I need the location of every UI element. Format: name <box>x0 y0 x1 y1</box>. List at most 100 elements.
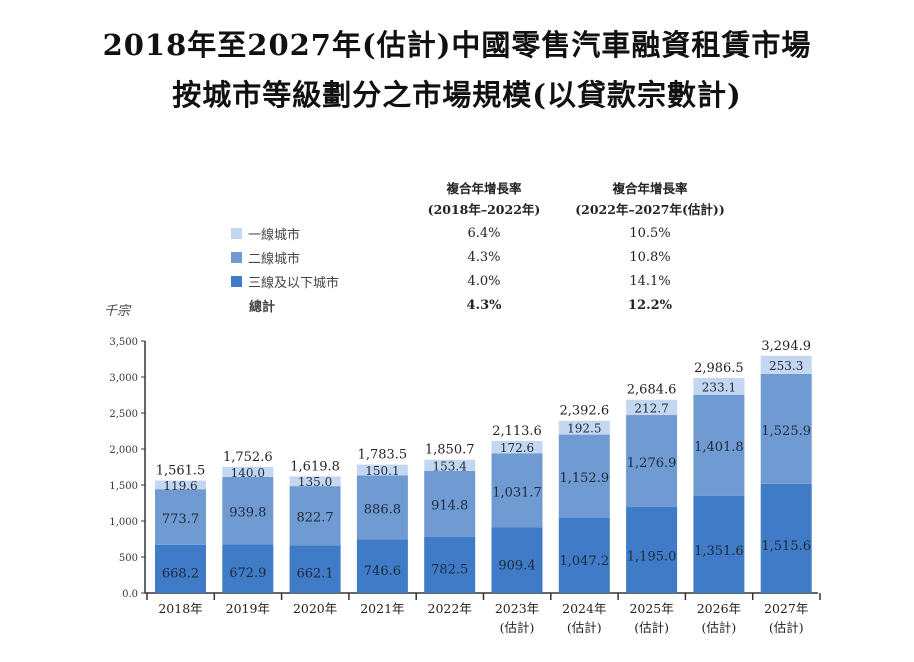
bar-total-label: 2,392.6 <box>559 404 609 419</box>
x-tick-label: 2021年 <box>360 601 404 616</box>
legend-label: 總計 <box>249 299 276 315</box>
x-tick-label: 2027年 <box>764 601 808 616</box>
cagr-value-v2: 12.2% <box>627 298 672 313</box>
bar-segment-label: 914.8 <box>431 499 468 514</box>
bar-segment-label: 172.6 <box>500 441 534 455</box>
bar-total-label: 1,561.5 <box>156 464 206 479</box>
x-tick-sublabel: (估計) <box>567 620 602 635</box>
x-tick-sublabel: (估計) <box>634 620 669 635</box>
y-tick-label: 2,000 <box>109 445 138 456</box>
bar-segment-label: 192.5 <box>567 422 601 436</box>
bar-segment <box>760 374 812 484</box>
bar-segment-label: 822.7 <box>296 511 333 526</box>
x-tick-sublabel: (估計) <box>702 620 737 635</box>
cagr-header-1: 複合年增長率 (2018年–2022年) <box>384 178 584 220</box>
bar-segment-label: 1,031.7 <box>492 485 542 500</box>
bar-segment-label: 773.7 <box>162 512 199 527</box>
legend-swatch <box>231 251 242 263</box>
cagr-header-2: 複合年增長率 (2022年–2027年(估計)) <box>550 178 750 220</box>
bar-segment <box>155 489 206 545</box>
x-tick-label: 2026年 <box>697 601 741 616</box>
bar-segment-label: 1,152.9 <box>559 471 609 486</box>
cagr-value-v1: 4.3% <box>467 250 501 265</box>
bar-segment-label: 119.6 <box>163 479 197 493</box>
cagr-header-1-line1: 複合年增長率 <box>446 181 522 196</box>
bar-segment <box>424 470 476 537</box>
bar-segment-label: 1,401.8 <box>694 440 744 455</box>
bar-segment-label: 233.1 <box>702 380 736 394</box>
bar-segment <box>760 483 812 593</box>
bar-segment-label: 662.1 <box>296 567 333 582</box>
bar-segment <box>289 486 341 546</box>
x-tick-label: 2020年 <box>293 601 337 616</box>
bar-segment <box>760 355 812 375</box>
bar-segment <box>424 459 476 471</box>
bar-segment <box>155 544 206 593</box>
bar-segment <box>289 545 341 593</box>
bar-total-label: 2,113.6 <box>492 424 542 439</box>
cagr-header-1-line2: (2018年–2022年) <box>427 202 541 217</box>
legend-label: 二線城市 <box>248 251 301 267</box>
legend-total-label: 總計 <box>249 295 275 315</box>
cagr-value-v1: 4.3% <box>466 298 502 313</box>
cagr-value-v2: 10.5% <box>629 226 671 241</box>
bar-segment <box>626 415 678 507</box>
bar-segment-label: 1,351.6 <box>694 544 744 559</box>
bar-segment <box>491 453 543 528</box>
bar-segment <box>491 527 543 593</box>
bar-segment-label: 1,276.9 <box>627 456 677 471</box>
bar-segment-label: 939.8 <box>229 506 266 521</box>
bar-segment <box>356 475 408 540</box>
y-tick-label: 0.0 <box>122 589 138 600</box>
bar-segment <box>558 420 610 435</box>
y-tick-label: 1,000 <box>109 517 138 528</box>
legend-item: 二線城市 <box>231 247 300 267</box>
bar-segment <box>356 539 408 593</box>
bar-segment <box>693 495 745 593</box>
bar-segment <box>558 434 610 518</box>
bar-segment-label: 253.3 <box>769 359 803 373</box>
cagr-value-v1: 6.4% <box>467 226 501 241</box>
bar-segment <box>222 466 274 477</box>
bar-segment-label: 672.9 <box>229 566 266 581</box>
x-tick-sublabel: (估計) <box>500 620 535 635</box>
bar-segment-label: 1,195.0 <box>627 549 677 564</box>
bar-segment <box>222 476 274 545</box>
x-tick-label: 2018年 <box>158 601 202 616</box>
x-tick-label: 2025年 <box>629 601 673 616</box>
y-tick-label: 3,500 <box>109 337 138 348</box>
legend-swatch <box>231 227 242 239</box>
bar-total-label: 3,294.9 <box>761 339 811 354</box>
x-tick-sublabel: (估計) <box>769 620 804 635</box>
legend-item: 三線及以下城市 <box>231 271 339 291</box>
bar-total-label: 1,783.5 <box>358 448 408 463</box>
bar-segment <box>693 377 745 395</box>
bar-segment-label: 1,047.2 <box>559 554 609 569</box>
cagr-header-2-line2: (2022年–2027年(估計)) <box>575 202 725 217</box>
bar-total-label: 1,619.8 <box>290 459 340 474</box>
bar-segment-label: 140.0 <box>231 466 265 480</box>
cagr-value-v2: 14.1% <box>629 274 671 289</box>
bar-segment <box>558 517 610 593</box>
bar-segment-label: 150.1 <box>365 464 399 478</box>
bar-segment-label: 668.2 <box>162 566 199 581</box>
y-axis-unit-label: 千宗 <box>104 304 131 319</box>
y-tick-label: 1,500 <box>109 481 138 492</box>
bar-total-label: 1,752.6 <box>223 450 273 465</box>
chart-title-line-2: 按城市等級劃分之市場規模(以貸款宗數計) <box>172 78 742 112</box>
y-tick-label: 500 <box>119 553 138 564</box>
legend-label: 三線及以下城市 <box>248 275 340 291</box>
bar-segment-label: 1,525.9 <box>761 424 811 439</box>
x-tick-label: 2022年 <box>428 601 472 616</box>
bar-total-label: 1,850.7 <box>425 443 475 458</box>
x-tick-label: 2024年 <box>562 601 606 616</box>
legend-label: 一線城市 <box>248 227 301 243</box>
bar-segment-label: 153.4 <box>433 459 468 473</box>
bar-total-label: 2,684.6 <box>627 383 677 398</box>
bar-segment <box>155 480 206 490</box>
bar-segment-label: 135.0 <box>298 475 332 489</box>
bar-segment <box>424 536 476 593</box>
x-tick-label: 2019年 <box>226 601 270 616</box>
chart-title-line-1: 2018年至2027年(估計)中國零售汽車融資租賃市場 <box>102 28 812 62</box>
